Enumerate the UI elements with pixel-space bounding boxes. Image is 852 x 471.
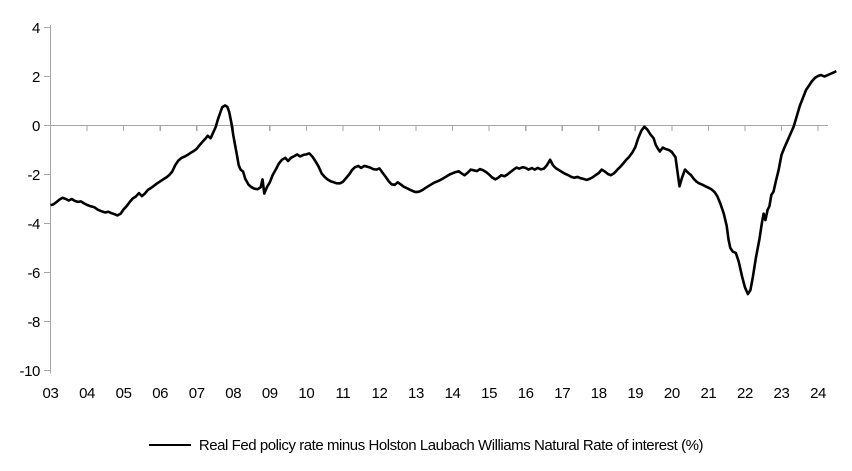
- x-tick-label: 07: [189, 385, 205, 402]
- x-tick-label: 24: [810, 385, 826, 402]
- x-tick-label: 16: [518, 385, 534, 402]
- x-tick-label: 08: [225, 385, 241, 402]
- x-tick-label: 20: [664, 385, 680, 402]
- data-series: [50, 69, 837, 296]
- x-tick-label: 14: [445, 385, 461, 402]
- x-tick-label: 17: [554, 385, 570, 402]
- legend: Real Fed policy rate minus Holston Lauba…: [0, 434, 852, 456]
- y-tick-label: 2: [32, 69, 40, 86]
- y-tick-label: -8: [27, 314, 40, 331]
- x-tick-label: 21: [700, 385, 716, 402]
- y-tick-label: 0: [32, 118, 40, 135]
- y-tick-label: -4: [27, 216, 40, 233]
- x-tick-label: 22: [737, 385, 753, 402]
- axis-ticks: [44, 26, 819, 372]
- x-tick-label: 19: [627, 385, 643, 402]
- series-line: [50, 69, 837, 296]
- x-tick-label: 09: [262, 385, 278, 402]
- x-tick-label: 11: [336, 385, 351, 402]
- x-tick-label: 06: [152, 385, 168, 402]
- x-tick-label: 10: [298, 385, 314, 402]
- x-tick-label: 23: [774, 385, 790, 402]
- legend-label: Real Fed policy rate minus Holston Lauba…: [198, 436, 704, 454]
- x-tick-label: 03: [43, 385, 59, 402]
- x-tick-label: 15: [481, 385, 497, 402]
- x-tick-label: 04: [79, 385, 95, 402]
- y-tick-label: -6: [27, 265, 40, 282]
- y-tick-label: -2: [27, 167, 40, 184]
- y-tick-label: 4: [32, 20, 40, 37]
- y-tick-label: -10: [20, 363, 41, 380]
- axes: [49, 25, 828, 374]
- x-tick-label: 05: [116, 385, 132, 402]
- x-tick-label: 18: [591, 385, 607, 402]
- legend-line-marker: [148, 443, 191, 447]
- x-tick-label: 13: [408, 385, 424, 402]
- x-tick-label: 12: [372, 385, 388, 402]
